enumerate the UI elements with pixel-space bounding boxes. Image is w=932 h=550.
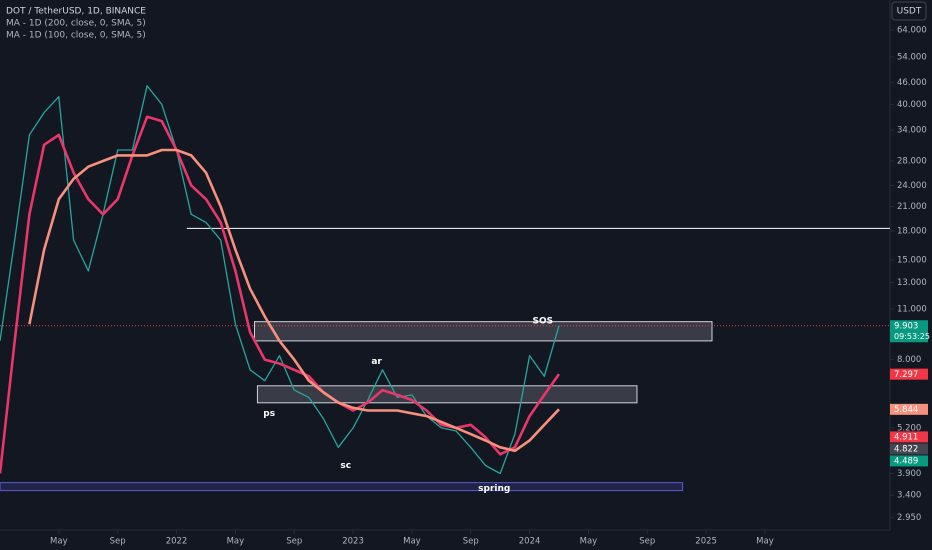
y-tick-label: 28.000 bbox=[897, 156, 927, 166]
x-tick-label: May bbox=[227, 537, 245, 547]
x-tick-label: 2024 bbox=[519, 537, 541, 547]
annotation: sc bbox=[340, 461, 351, 471]
y-tick-label: 34.000 bbox=[897, 126, 927, 136]
zone bbox=[0, 482, 684, 492]
price-label: 7.297 bbox=[894, 370, 918, 380]
y-tick-label: 3.900 bbox=[897, 469, 921, 479]
indicator-label: MA - 1D (100, close, 0, SMA, 5) bbox=[6, 31, 146, 41]
x-tick-label: Sep bbox=[639, 537, 655, 547]
y-tick-label: 54.000 bbox=[897, 52, 927, 62]
x-tick-label: May bbox=[50, 537, 68, 547]
x-tick-label: May bbox=[403, 537, 421, 547]
x-tick-label: 2023 bbox=[342, 537, 364, 547]
y-tick-label: 64.000 bbox=[897, 25, 927, 35]
symbol-title: DOT / TetherUSD, 1D, BINANCE bbox=[6, 7, 146, 17]
series-line bbox=[28, 148, 560, 453]
series-line bbox=[0, 85, 560, 475]
price-label-bg bbox=[890, 455, 928, 467]
y-tick-label: 18.000 bbox=[897, 227, 927, 237]
y-tick-label: 5.200 bbox=[897, 423, 921, 433]
zone bbox=[253, 321, 713, 342]
x-tick-label: Sep bbox=[110, 537, 126, 547]
price-countdown: 09:53:25 bbox=[894, 332, 930, 341]
x-tick-label: May bbox=[756, 537, 774, 547]
series-line bbox=[0, 115, 561, 474]
y-tick-label: 11.000 bbox=[897, 305, 927, 315]
x-tick-label: Sep bbox=[463, 537, 479, 547]
price-label-bg bbox=[890, 431, 928, 443]
currency-button[interactable] bbox=[891, 1, 927, 21]
price-label: 4.911 bbox=[894, 433, 918, 443]
annotation: SOS bbox=[533, 317, 554, 327]
x-tick-label: May bbox=[580, 537, 598, 547]
price-label-bg bbox=[890, 443, 928, 455]
x-tick-label: Sep bbox=[286, 537, 302, 547]
y-tick-label: 46.000 bbox=[897, 78, 927, 88]
indicator-label: MA - 1D (200, close, 0, SMA, 5) bbox=[6, 19, 146, 29]
plot bbox=[0, 85, 890, 492]
y-tick-label: 40.000 bbox=[897, 100, 927, 110]
y-tick-label: 2.950 bbox=[897, 513, 921, 523]
price-label-bg bbox=[890, 320, 928, 343]
annotation: ar bbox=[371, 357, 382, 367]
price-label: 9.903 bbox=[894, 322, 918, 332]
price-label: 5.844 bbox=[894, 405, 918, 415]
y-tick-label: 24.000 bbox=[897, 181, 927, 191]
price-label: 4.822 bbox=[894, 445, 918, 455]
x-tick-label: 2022 bbox=[166, 537, 188, 547]
price-label: 4.489 bbox=[894, 457, 918, 467]
y-tick-label: 15.000 bbox=[897, 255, 927, 265]
annotation: spring bbox=[478, 484, 510, 494]
y-tick-label: 13.000 bbox=[897, 278, 927, 288]
currency-label[interactable]: USDT bbox=[897, 7, 922, 17]
x-tick-label: 2025 bbox=[695, 537, 717, 547]
y-tick-label: 8.000 bbox=[897, 355, 921, 365]
annotation: ps bbox=[263, 409, 275, 419]
zone bbox=[256, 385, 638, 404]
y-tick-label: 21.000 bbox=[897, 202, 927, 212]
y-tick-label: 3.400 bbox=[897, 491, 921, 501]
price-label-bg bbox=[890, 368, 928, 380]
price-label-bg bbox=[890, 403, 928, 415]
